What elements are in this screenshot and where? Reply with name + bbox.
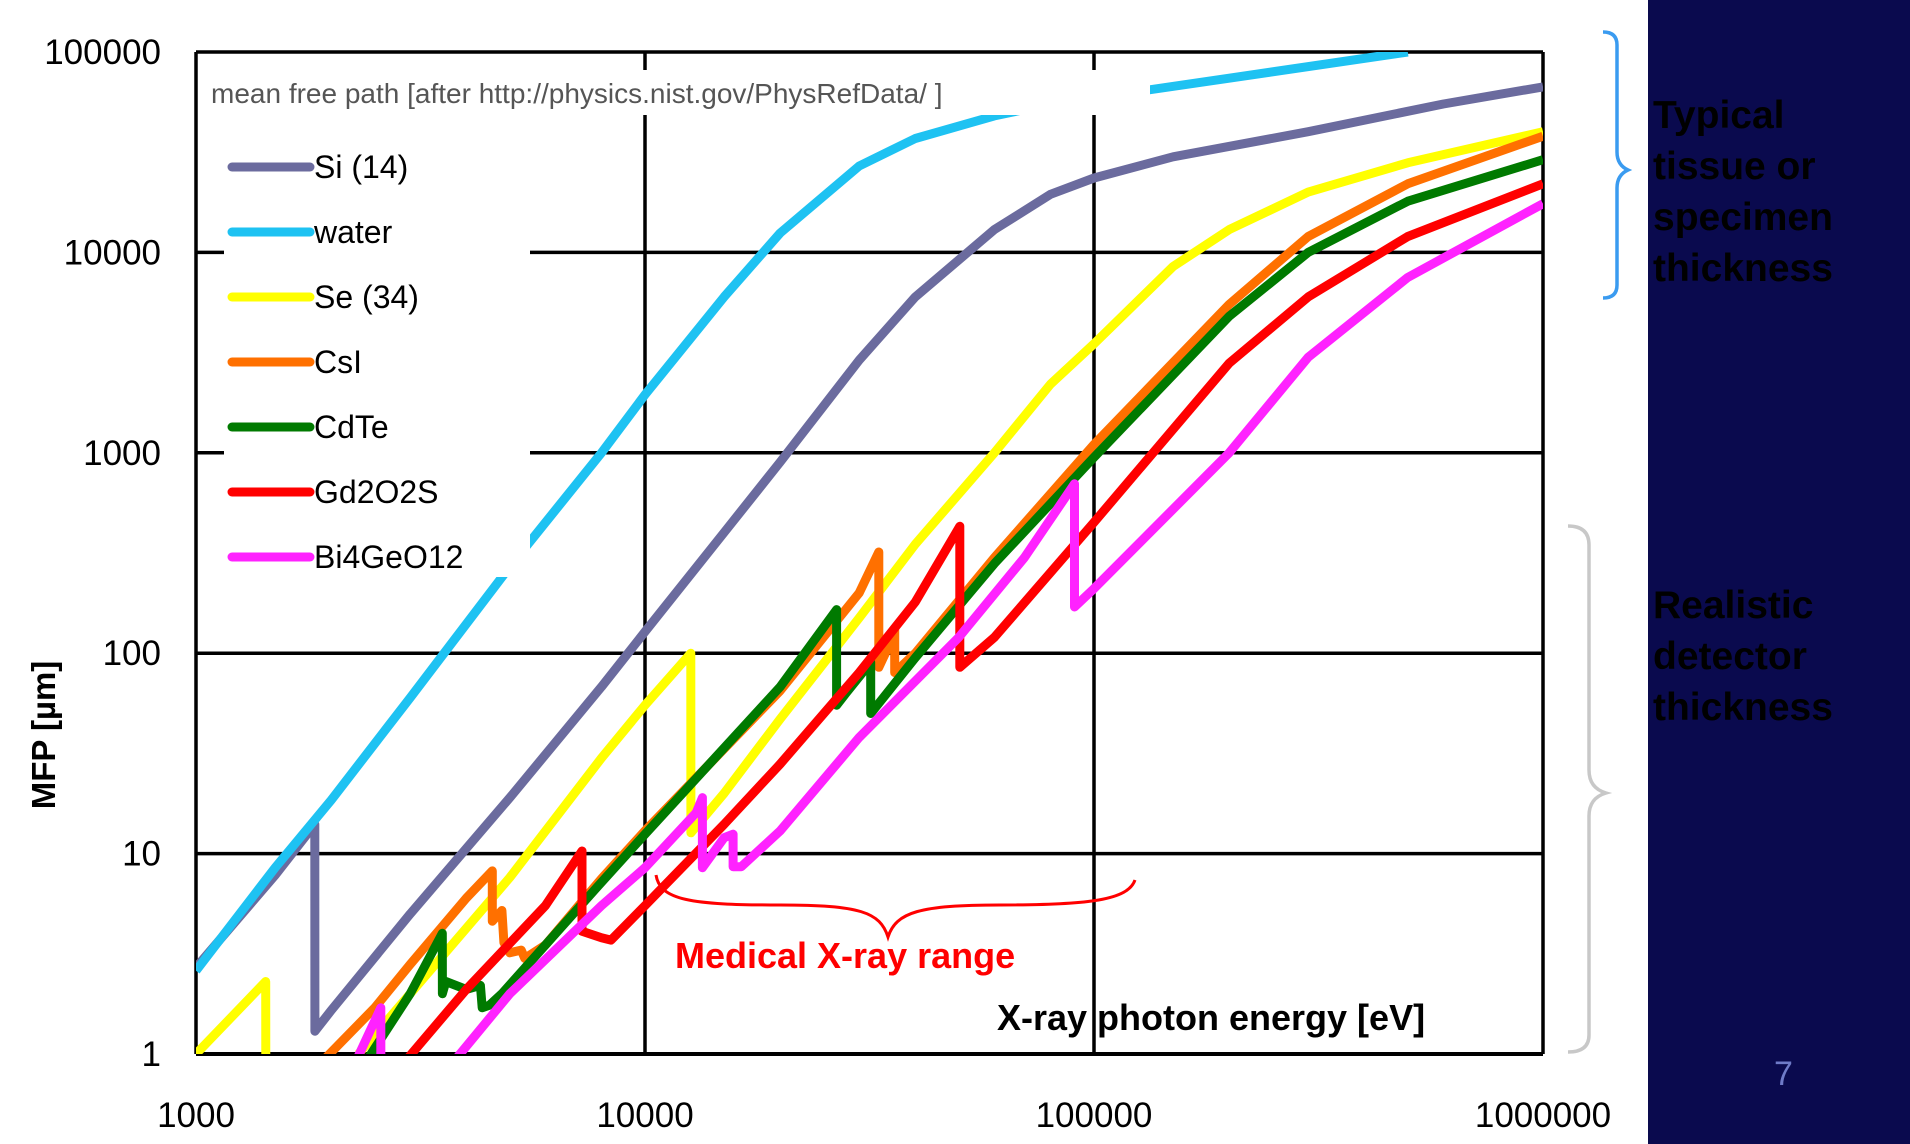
tick-labels: 1 10 100 1000 10000 100000 1000 10000 100000 1000… (44, 33, 1611, 1135)
y-tick-label: 100000 (44, 33, 161, 72)
series-line-se-34 (196, 977, 271, 1054)
sidebar-panel (1648, 0, 1910, 1144)
series-line-bi4geo12 (454, 199, 1543, 1054)
annotation-layer: mean free path [after http://physics.nis… (205, 70, 1150, 115)
annotation-background (205, 70, 1150, 115)
typical-thickness-bracket (1602, 30, 1633, 300)
legend-label: Bi4GeO12 (314, 539, 463, 575)
y-axis-title: MFP [µm] (25, 661, 62, 810)
series-layer (196, 52, 1543, 1054)
series-line-cdte (365, 155, 1543, 1054)
typical-thickness-label: Typical tissue or specimen thickness (1653, 94, 1833, 290)
y-tick-label: 10000 (64, 233, 161, 272)
x-axis-title: X-ray photon energy [eV] (997, 997, 1425, 1038)
medical-range-brace (654, 874, 1137, 942)
legend-label: water (313, 214, 393, 250)
legend-label: Se (34) (314, 279, 419, 315)
series-line-se-34 (354, 127, 1543, 1054)
series-line-gd2o2s (405, 179, 1543, 1054)
page-number: 7 (1774, 1055, 1793, 1093)
legend-label: Si (14) (314, 149, 408, 185)
legend-label: CsI (314, 344, 362, 380)
legend-label: Gd2O2S (314, 474, 439, 510)
x-tick-label: 10000 (596, 1096, 693, 1135)
medical-range-label: Medical X-ray range (675, 935, 1015, 976)
y-tick-label: 1000 (83, 434, 161, 473)
legend-label: CdTe (314, 409, 389, 445)
x-tick-label: 1000000 (1475, 1096, 1611, 1135)
axis-labels: Medical X-ray range X-ray photon energy … (25, 661, 1425, 1038)
y-tick-label: 100 (103, 634, 161, 673)
legend: Si (14) water Se (34) CsI CdTe Gd2O2S Bi4GeO12 (224, 142, 530, 577)
source-annotation: mean free path [after http://physics.nis… (211, 78, 942, 109)
x-tick-label: 1000 (157, 1096, 235, 1135)
series-line-bi4geo12 (354, 1003, 386, 1054)
realistic-thickness-label: Realistic detector thickness (1653, 584, 1833, 729)
y-tick-label: 10 (122, 835, 161, 874)
brackets (654, 30, 1633, 1054)
grid-layer (194, 50, 1545, 1056)
realistic-thickness-bracket (1567, 524, 1613, 1054)
x-tick-label: 100000 (1036, 1096, 1153, 1135)
y-tick-label: 1 (142, 1035, 161, 1074)
series-line-si-14 (196, 82, 1543, 1036)
